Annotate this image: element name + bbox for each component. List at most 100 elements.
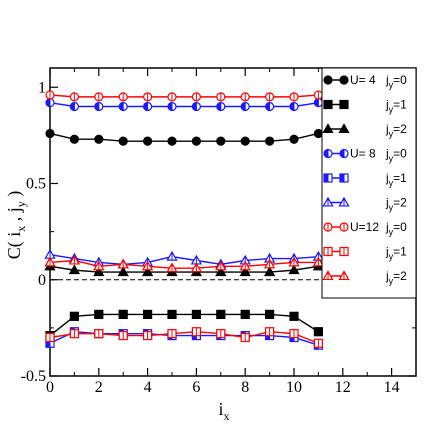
legend-marker-right — [339, 222, 349, 232]
series-4 — [45, 327, 323, 350]
marker-body — [289, 134, 299, 144]
data-point — [118, 330, 128, 341]
data-point — [69, 101, 80, 112]
data-point — [288, 256, 300, 267]
data-point — [289, 311, 299, 321]
data-point — [94, 329, 104, 339]
marker-body — [289, 311, 299, 321]
marker-body — [339, 75, 349, 85]
data-point — [118, 92, 128, 102]
data-point — [94, 101, 104, 112]
legend-marker-right — [338, 123, 350, 134]
series-line — [49, 94, 319, 98]
marker-body — [94, 134, 104, 144]
data-point — [216, 309, 226, 319]
data-point — [191, 309, 201, 319]
marker-half-fill — [324, 174, 328, 182]
x-tick-label: 12 — [335, 379, 351, 396]
y-tick-label: -0.5 — [21, 368, 46, 385]
marker-body — [240, 136, 250, 146]
marker-body — [117, 266, 129, 277]
series-line — [49, 259, 319, 269]
data-point — [265, 101, 275, 112]
legend-jy-label: jy=2 — [385, 269, 407, 286]
data-point — [69, 134, 80, 144]
legend-marker-right — [338, 196, 350, 207]
series-7 — [45, 327, 323, 348]
data-point — [191, 92, 201, 102]
marker-half-fill — [143, 102, 148, 111]
data-point — [69, 329, 80, 339]
x-tick-label: 2 — [95, 379, 103, 396]
legend-entry: U=12 jy=0 — [323, 220, 407, 237]
legend-entry: jy=2 — [322, 196, 407, 213]
marker-body — [68, 264, 81, 275]
marker-body — [167, 309, 177, 319]
data-point — [263, 258, 276, 269]
x-axis-label: ix — [218, 399, 229, 423]
data-point — [240, 332, 250, 343]
series-6 — [45, 90, 323, 102]
data-point — [94, 134, 104, 144]
marker-body — [215, 266, 227, 277]
y-tick-label: 1 — [38, 79, 46, 96]
marker-body — [288, 264, 300, 275]
legend-entry: jy=1 — [323, 171, 407, 188]
legend-marker-left — [322, 123, 334, 134]
data-point — [44, 256, 56, 267]
series-1 — [45, 309, 323, 341]
data-point — [313, 327, 323, 337]
data-point — [68, 264, 81, 275]
data-point — [289, 329, 299, 339]
marker-half-fill — [290, 102, 294, 111]
data-point — [141, 260, 154, 271]
data-point — [239, 260, 251, 271]
marker-half-fill — [119, 102, 124, 111]
legend-entry: jy=2 — [322, 269, 407, 286]
legend-marker-left — [323, 222, 333, 232]
data-point — [191, 136, 201, 146]
legend-marker-right — [339, 75, 349, 85]
legend-jy-label: jy=0 — [385, 220, 407, 237]
legend-marker-right — [338, 270, 350, 281]
series-line — [49, 331, 319, 344]
marker-half-fill — [94, 102, 99, 111]
marker-half-fill — [324, 149, 328, 158]
marker-body — [69, 134, 80, 144]
marker-half-fill — [340, 174, 344, 182]
data-point — [69, 311, 80, 321]
data-point — [263, 266, 276, 277]
legend-jy-label: jy=1 — [385, 245, 407, 262]
y-tick-label: 0.5 — [26, 176, 46, 193]
marker-half-fill — [216, 102, 221, 111]
x-tick-label: 14 — [384, 379, 400, 396]
marker-body — [167, 136, 177, 146]
marker-body — [240, 309, 250, 319]
data-point — [143, 92, 153, 102]
legend-marker-left — [322, 270, 334, 281]
data-point — [289, 101, 299, 112]
data-point — [69, 92, 80, 102]
data-point — [240, 309, 250, 319]
marker-half-fill — [70, 102, 75, 111]
marker-body — [216, 309, 226, 319]
legend-marker-right — [339, 99, 349, 110]
data-point — [45, 332, 55, 343]
data-point — [216, 101, 226, 112]
marker-body — [323, 75, 333, 85]
legend-marker-left — [323, 99, 333, 110]
data-point — [117, 266, 129, 277]
marker-body — [216, 136, 226, 146]
legend-entry: jy=1 — [323, 245, 407, 262]
data-point — [288, 264, 300, 275]
marker-body — [339, 99, 349, 110]
data-point — [45, 90, 55, 100]
data-point — [93, 266, 105, 277]
data-point — [141, 266, 154, 277]
data-point — [167, 101, 177, 112]
data-point — [191, 101, 201, 112]
data-point — [167, 309, 177, 319]
legend-marker-left — [323, 173, 333, 183]
legend-marker-left — [323, 246, 333, 257]
